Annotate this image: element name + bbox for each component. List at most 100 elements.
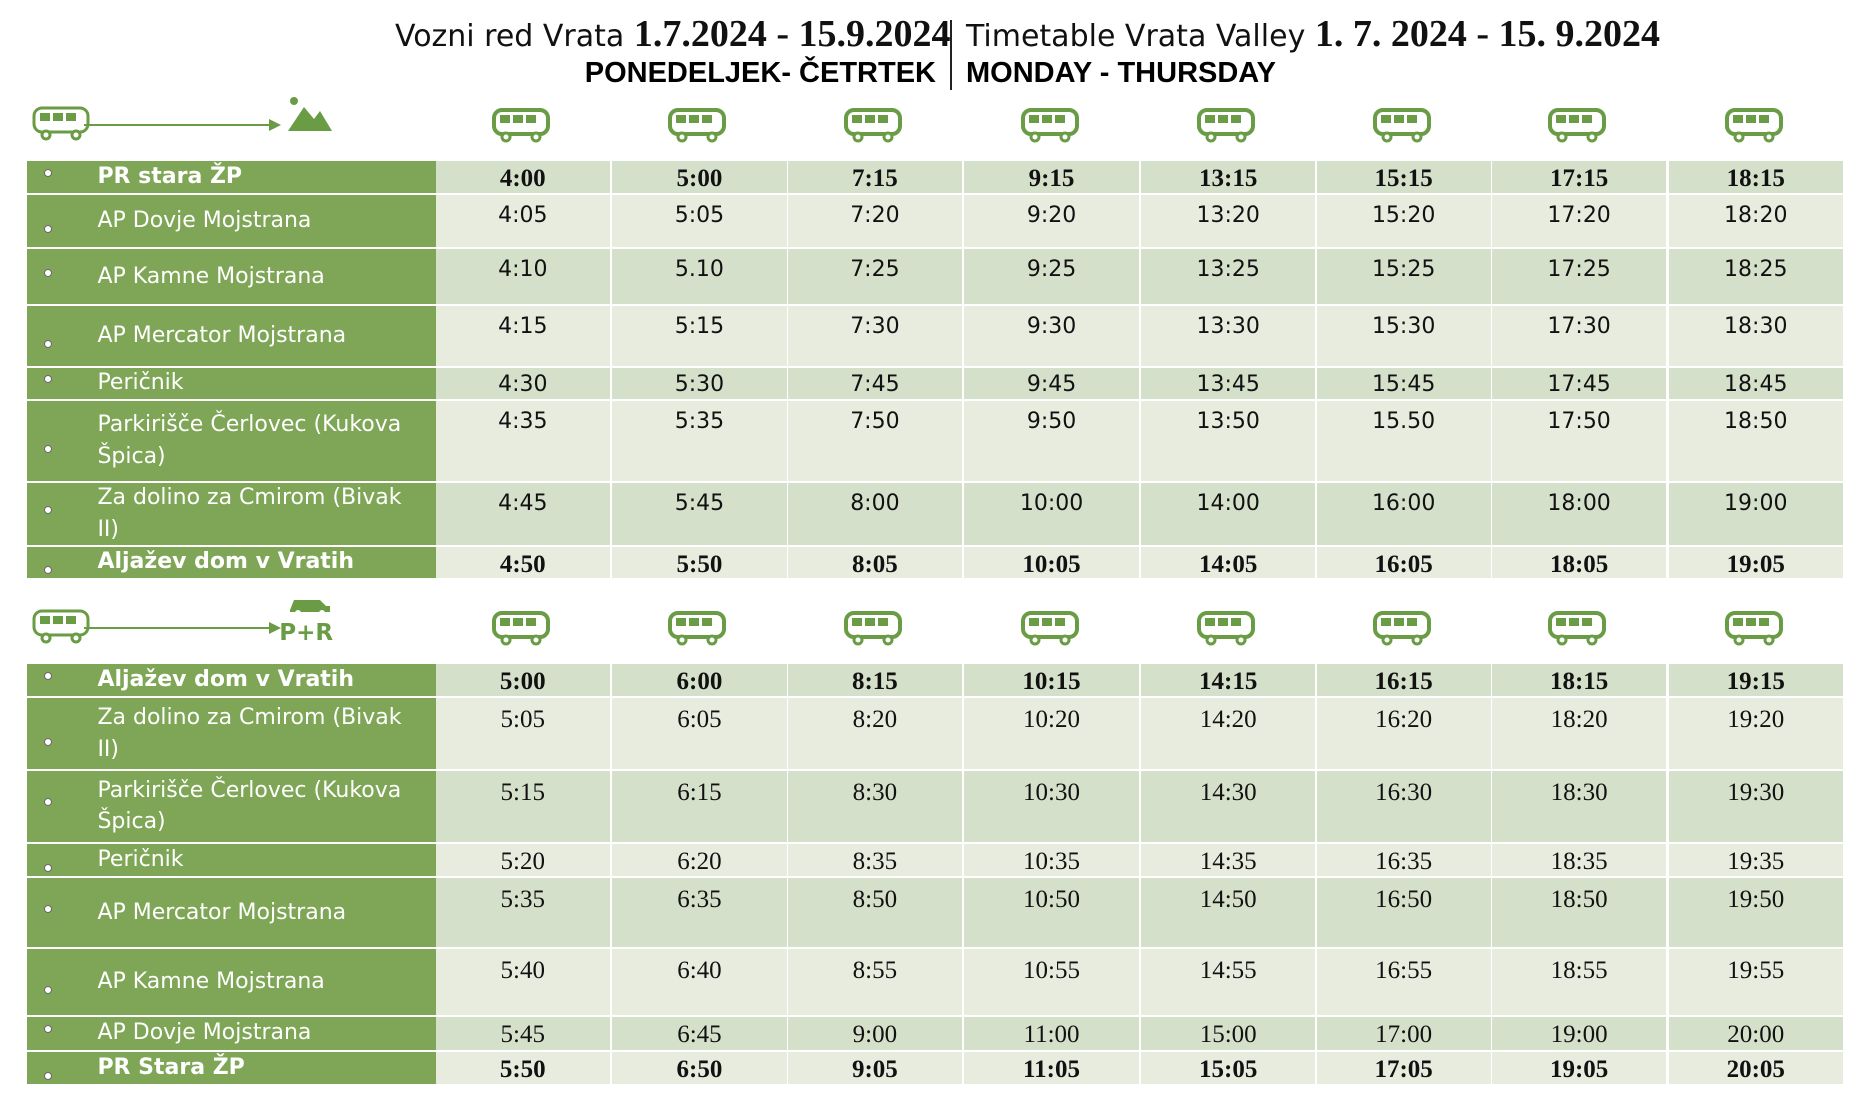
stop-dot (43, 168, 52, 177)
time: 18:00 (1491, 483, 1667, 545)
stop-dot (43, 566, 52, 575)
time: 15:45 (1316, 367, 1491, 400)
time: 19:00 (1668, 483, 1843, 545)
destination-icon (288, 97, 333, 132)
time: 17:20 (1491, 194, 1667, 248)
days: MONDAY - THURSDAY (966, 57, 1276, 89)
stop-dot (43, 506, 52, 515)
time: 15:15 (1316, 161, 1491, 193)
time: 8:35 (787, 843, 963, 877)
time: 4:00 (435, 161, 610, 193)
time: 14:55 (1141, 948, 1316, 1015)
stop-dot (43, 225, 52, 233)
stop-dot (43, 904, 52, 913)
time: 10:35 (964, 843, 1139, 877)
time: 15:00 (1141, 1016, 1316, 1050)
time: 15:30 (1316, 305, 1491, 366)
time: 15:25 (1316, 249, 1491, 304)
time: 8:05 (787, 546, 963, 579)
time: 10:15 (964, 663, 1139, 697)
time: 18:45 (1668, 367, 1843, 400)
stop-dot (43, 268, 52, 277)
time: 17:45 (1491, 367, 1667, 400)
time: 8:00 (787, 483, 963, 545)
stop-name: AP Dovje Mojstrana (27, 194, 436, 248)
route-icon (32, 609, 90, 644)
time: 4:05 (435, 194, 610, 248)
time: 15.50 (1316, 401, 1491, 482)
time: 10:20 (964, 698, 1139, 770)
route-icon (32, 106, 90, 141)
stop-dot (43, 864, 52, 873)
time: 11:00 (964, 1016, 1139, 1050)
time: 19:05 (1491, 1051, 1667, 1085)
time: 10:30 (964, 771, 1139, 842)
time: 6:20 (612, 843, 787, 877)
time: 6:35 (612, 878, 787, 947)
time: 4:35 (435, 401, 610, 482)
bus-icon (1724, 108, 1783, 143)
stop-dot (43, 1025, 52, 1034)
time: 5:30 (612, 367, 787, 400)
stop-name: Aljažev dom v Vratih (27, 663, 436, 697)
title-si: Vozni red Vrata 1.7.2024 - 15.9.2024 (395, 12, 950, 56)
time: 16:00 (1316, 483, 1491, 545)
time: 10:55 (964, 948, 1139, 1015)
time: 6:00 (612, 663, 787, 697)
time: 18:30 (1491, 771, 1667, 842)
stop-dot (43, 798, 52, 807)
stop-name: Peričnik (27, 367, 436, 400)
stop-name: Parkirišče Čerlovec (Kukova Špica) (27, 401, 436, 482)
time: 14:20 (1141, 698, 1316, 770)
time: 13:45 (1141, 367, 1316, 400)
bus-icon (668, 610, 727, 646)
time: 19:20 (1668, 698, 1843, 770)
time: 9:15 (964, 161, 1139, 193)
time: 5:35 (435, 878, 610, 947)
time: 6:05 (612, 698, 787, 770)
time: 17:05 (1316, 1051, 1491, 1085)
time: 5:00 (612, 161, 787, 193)
time: 13:30 (1141, 305, 1316, 366)
stop-name: PR stara ŽP (27, 161, 436, 193)
time: 9:45 (964, 367, 1139, 400)
time: 15:20 (1316, 194, 1491, 248)
bus-icon (843, 610, 902, 646)
time: 8:30 (787, 771, 963, 842)
time: 14:30 (1141, 771, 1316, 842)
stop-name: AP Mercator Mojstrana (27, 878, 436, 947)
bus-icon (1197, 610, 1256, 646)
time: 14:35 (1141, 843, 1316, 877)
stop-dot (43, 339, 52, 348)
bus-icon (668, 108, 727, 143)
stop-name: Peričnik (27, 843, 436, 877)
time: 9:00 (787, 1016, 963, 1050)
time: 5:50 (612, 546, 787, 579)
time: 18:50 (1668, 401, 1843, 482)
time: 20:05 (1668, 1051, 1843, 1085)
bus-icon (843, 108, 902, 143)
time: 16:35 (1316, 843, 1491, 877)
dates: 1.7.2024 - 15.9.2024 (633, 13, 951, 55)
time: 14:00 (1141, 483, 1316, 545)
time: 18:05 (1491, 546, 1667, 579)
time: 17:25 (1491, 249, 1667, 304)
time: 19:05 (1668, 546, 1843, 579)
time: 5:45 (435, 1016, 610, 1050)
time: 8:15 (787, 663, 963, 697)
time: 10:05 (964, 546, 1139, 579)
title-text: Vozni red Vrata (395, 19, 625, 54)
time: 5:00 (435, 663, 610, 697)
time: 7:25 (787, 249, 963, 304)
time: 19:55 (1668, 948, 1843, 1015)
time: 5:15 (612, 305, 787, 366)
days: PONEDELJEK- ČETRTEK (584, 57, 936, 89)
bus-icon (1020, 610, 1079, 646)
time: 17:50 (1491, 401, 1667, 482)
route-arrow (83, 621, 281, 634)
stop-name: AP Kamne Mojstrana (27, 249, 436, 304)
time: 14:05 (1141, 546, 1316, 579)
time: 20:00 (1668, 1016, 1843, 1050)
time: 5:05 (612, 194, 787, 248)
time: 16:05 (1316, 546, 1491, 579)
